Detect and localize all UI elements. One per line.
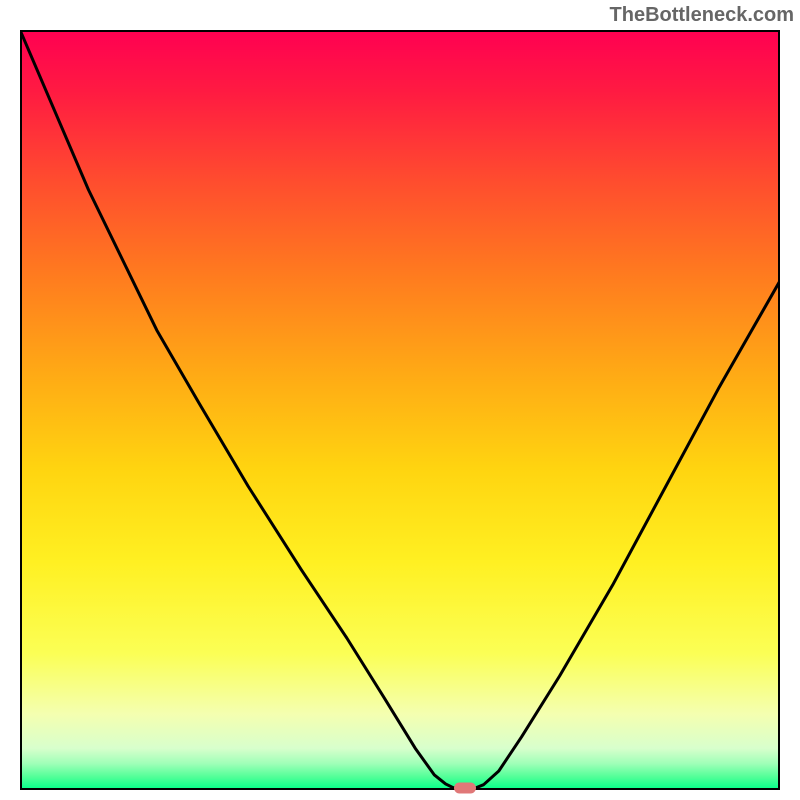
plot-area — [20, 30, 780, 790]
bottleneck-curve — [20, 30, 780, 788]
bottleneck-chart: TheBottleneck.com — [0, 0, 800, 800]
watermark-text: TheBottleneck.com — [610, 4, 794, 27]
minimum-marker — [454, 782, 476, 793]
plot-frame — [21, 31, 779, 789]
curve-layer — [20, 30, 780, 790]
